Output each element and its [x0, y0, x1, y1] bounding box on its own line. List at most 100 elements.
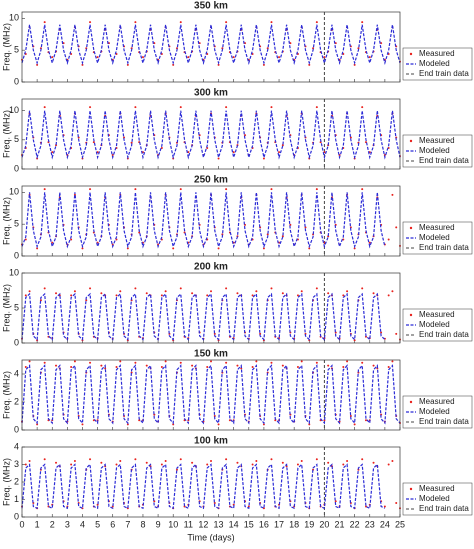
measured-point: [225, 287, 228, 290]
measured-point: [255, 360, 258, 363]
measured-point: [278, 56, 281, 59]
legend-label: End train data: [419, 156, 469, 165]
measured-point: [206, 366, 209, 368]
measured-point: [346, 290, 349, 293]
measured-point: [391, 460, 394, 462]
panel: 300 km Freq. (MHz)0 5 10 MeasuredModeledEnd …: [1, 88, 473, 173]
y-tick-label: 2: [14, 476, 19, 486]
measured-point: [361, 21, 364, 24]
measured-point: [134, 287, 137, 290]
measured-point: [100, 461, 103, 464]
x-tick-label: 17: [274, 519, 284, 529]
legend-symbol: [409, 487, 413, 491]
measured-point: [281, 144, 284, 147]
legend-label: Modeled: [419, 320, 450, 329]
measured-point: [134, 21, 137, 24]
x-tick-label: 1: [35, 519, 40, 529]
y-tick-label: 5: [14, 302, 19, 312]
measured-point: [395, 502, 398, 504]
measured-point: [213, 502, 216, 504]
modeled-line: [21, 463, 386, 510]
x-tick-label: 21: [335, 519, 345, 529]
measured-point: [225, 21, 228, 24]
measured-point: [134, 361, 137, 364]
y-tick-label: 10: [9, 267, 19, 277]
measured-point: [191, 292, 194, 295]
y-tick-label: 10: [9, 187, 19, 197]
measured-point: [251, 463, 254, 466]
measured-point: [259, 332, 262, 335]
legend-label: Measured: [419, 136, 455, 145]
measured-point: [270, 361, 273, 364]
measured-point: [134, 458, 137, 461]
legend-label: End train data: [419, 330, 469, 339]
x-tick-label: 10: [168, 519, 178, 529]
plot-frame: [21, 98, 401, 170]
measured-point: [327, 364, 330, 367]
measured-point: [160, 294, 163, 297]
measured-point: [296, 366, 299, 368]
measured-point: [89, 287, 92, 290]
measured-point: [296, 463, 299, 466]
measured-point: [270, 287, 273, 290]
measured-point: [368, 241, 371, 244]
measured-point: [395, 226, 398, 229]
modeled-line: [21, 364, 401, 425]
measured-point: [225, 458, 228, 461]
measured-point: [368, 56, 371, 59]
measured-point: [364, 419, 367, 422]
y-tick-label: 5: [14, 134, 19, 144]
legend-box: [402, 221, 473, 255]
y-tick-label: 0: [14, 76, 19, 86]
measured-point: [270, 188, 273, 191]
measured-point: [315, 21, 318, 24]
panel-title: 250 km: [194, 175, 228, 186]
x-tick-label: 9: [156, 519, 161, 529]
measured-point: [145, 461, 148, 464]
y-tick-label: 0: [14, 511, 19, 521]
measured-point: [270, 458, 273, 461]
legend-label: End train data: [419, 69, 469, 78]
y-tick-label: 10: [9, 13, 19, 23]
plot-frame: [21, 185, 401, 257]
measured-point: [175, 468, 178, 471]
measured-point: [70, 366, 73, 368]
legend-label: Measured: [419, 310, 455, 319]
modeled-line: [21, 24, 401, 66]
measured-point: [43, 458, 46, 461]
legend-box: [402, 134, 473, 168]
measured-point: [361, 106, 364, 109]
measured-point: [289, 223, 292, 226]
measured-point: [232, 56, 235, 59]
measured-point: [100, 364, 103, 367]
measured-point: [73, 460, 76, 462]
measured-point: [236, 292, 239, 295]
measured-point: [70, 238, 73, 241]
measured-point: [342, 366, 345, 368]
legend-box: [402, 395, 473, 429]
legend-label: Measured: [419, 397, 455, 406]
panel-title: 100 km: [194, 436, 228, 447]
measured-point: [361, 287, 364, 290]
plot-frame: [21, 359, 401, 431]
measured-point: [255, 290, 258, 293]
measured-point: [160, 463, 163, 466]
measured-point: [334, 500, 337, 503]
measured-point: [179, 188, 182, 191]
measured-point: [353, 247, 356, 250]
measured-point: [179, 361, 182, 364]
x-tick-label: 18: [289, 519, 299, 529]
x-tick-label: 12: [198, 519, 208, 529]
y-tick-label: 4: [14, 368, 19, 378]
measured-point: [89, 188, 92, 191]
measured-point: [141, 56, 144, 59]
y-tick-label: 0: [14, 337, 19, 347]
plot-frame: [21, 446, 401, 518]
measured-point: [217, 247, 220, 250]
measured-point: [244, 134, 247, 137]
measured-point: [126, 247, 129, 250]
measured-point: [372, 364, 375, 367]
x-tick-label: 20: [319, 519, 329, 529]
